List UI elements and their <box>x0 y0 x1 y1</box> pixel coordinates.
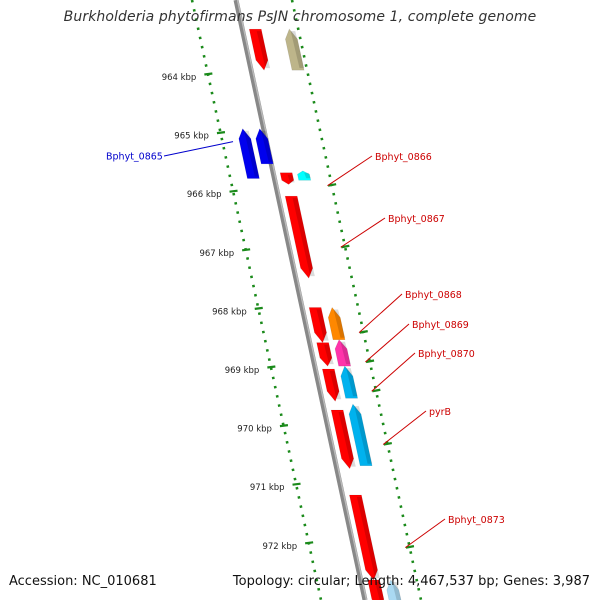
label-leader <box>405 518 446 549</box>
gene-shading <box>261 130 274 162</box>
right-tick <box>341 244 350 249</box>
gene-shading <box>316 309 329 341</box>
ruler-label: 966 kbp <box>187 190 222 200</box>
accession-text: Accession: NC_010681 <box>9 574 157 589</box>
gene-shading <box>292 198 315 277</box>
label-leader <box>371 352 416 392</box>
chromosome-backbone <box>233 0 368 600</box>
label-leader <box>163 141 234 157</box>
gene-shading <box>324 344 334 365</box>
gene-arrow[interactable] <box>308 307 327 344</box>
ruler-label: 965 kbp <box>174 132 209 142</box>
gene-shading <box>329 371 342 400</box>
chromosome-backbone-highlight <box>236 0 368 600</box>
ruler-tick <box>279 424 289 428</box>
ruler-label: 964 kbp <box>162 73 197 83</box>
ruler-tick <box>292 482 301 486</box>
gene-label[interactable]: Bphyt_0869 <box>412 320 469 331</box>
label-leader <box>358 293 403 333</box>
gene-arrow[interactable] <box>279 172 295 185</box>
ruler-label: 967 kbp <box>199 249 234 259</box>
label-leader <box>327 155 373 187</box>
gene-shading <box>256 31 271 69</box>
label-leader <box>365 323 410 363</box>
ruler-tick <box>267 365 276 369</box>
ruler-tick <box>204 72 213 76</box>
gene-label[interactable]: Bphyt_0870 <box>418 349 475 360</box>
gene-shading <box>346 368 358 397</box>
gene-arrow[interactable] <box>248 28 269 71</box>
gene-shading <box>375 581 385 600</box>
gene-bphyt_0867[interactable] <box>284 195 313 279</box>
ruler-tick <box>216 131 226 135</box>
gene-label[interactable]: Bphyt_0868 <box>405 290 462 301</box>
ruler-label: 968 kbp <box>212 307 247 317</box>
ruler-tick <box>229 189 238 193</box>
gene-label[interactable]: Bphyt_0866 <box>375 152 432 163</box>
ruler-label: 972 kbp <box>262 542 297 552</box>
right-tick <box>383 441 392 446</box>
gene-shading <box>338 412 356 467</box>
gene-bphyt_0866[interactable] <box>297 170 312 181</box>
gene-shading <box>333 309 346 338</box>
right-tick <box>327 183 337 187</box>
gene-shading <box>304 172 311 179</box>
gene-arrow[interactable] <box>330 409 354 470</box>
label-leader <box>382 410 427 445</box>
gene-arrow[interactable] <box>316 342 333 367</box>
gene-bphyt_0873[interactable] <box>349 494 378 581</box>
ruler-tick <box>254 306 263 310</box>
map-title: Burkholderia phytofirmans PsJN chromosom… <box>63 9 537 25</box>
gene-label[interactable]: Bphyt_0873 <box>448 515 505 526</box>
ruler-tick <box>304 541 314 545</box>
gene-label[interactable]: Bphyt_0865 <box>106 152 163 163</box>
gene-shading <box>354 406 373 464</box>
genome-summary-text: Topology: circular; Length: 4,467,537 bp… <box>232 574 590 589</box>
gene-pyrb[interactable] <box>348 403 373 466</box>
ruler-label: 970 kbp <box>237 425 272 435</box>
gene-arrow[interactable] <box>321 368 340 402</box>
gene-shading <box>356 496 380 578</box>
gene-arrow[interactable] <box>285 28 305 71</box>
gene-bphyt_0870[interactable] <box>340 365 359 399</box>
gene-arrow[interactable] <box>386 579 403 600</box>
right-tick <box>372 388 381 393</box>
gene-arrow[interactable] <box>255 128 274 165</box>
ruler-tick <box>242 248 251 252</box>
gene-label[interactable]: pyrB <box>429 407 451 418</box>
gene-shading <box>340 341 351 365</box>
gene-shading <box>290 31 305 69</box>
gene-shading <box>392 581 402 600</box>
right-tick <box>365 359 375 364</box>
gene-shading <box>244 130 260 177</box>
gene-bphyt_0865[interactable] <box>238 128 260 179</box>
label-leader <box>340 217 386 248</box>
ruler-label: 969 kbp <box>225 366 260 376</box>
right-tick <box>359 330 368 334</box>
gene-label[interactable]: Bphyt_0867 <box>388 214 445 225</box>
gene-shading <box>287 174 295 183</box>
right-tick <box>405 545 415 549</box>
ruler-label: 971 kbp <box>250 483 285 493</box>
gene-arrow[interactable] <box>367 579 385 600</box>
